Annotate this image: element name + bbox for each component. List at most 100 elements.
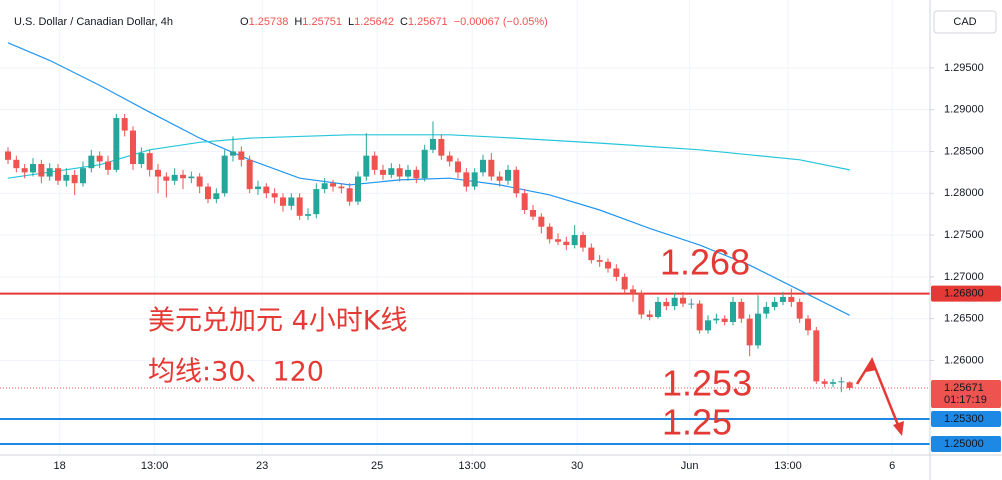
candle-body bbox=[288, 197, 295, 206]
candle-body bbox=[138, 153, 145, 165]
candle-body bbox=[346, 188, 353, 202]
candle-body bbox=[763, 306, 770, 314]
candle-body bbox=[780, 296, 786, 302]
candle-body bbox=[655, 301, 661, 317]
candle-body bbox=[338, 186, 345, 189]
candle-body bbox=[838, 381, 845, 383]
candle-body bbox=[805, 318, 811, 331]
candle-body bbox=[505, 169, 511, 181]
candle-body bbox=[463, 172, 470, 187]
currency[interactable]: CAD bbox=[953, 16, 976, 28]
candle-body bbox=[513, 169, 520, 194]
candle-body bbox=[280, 197, 286, 206]
candle-body bbox=[30, 164, 36, 173]
y-tick-label: 1.28000 bbox=[944, 187, 984, 199]
candle-body bbox=[680, 297, 686, 304]
candle-body bbox=[188, 176, 195, 179]
candle-body bbox=[180, 174, 186, 179]
candle-body bbox=[21, 168, 28, 173]
candle-body bbox=[713, 318, 720, 321]
candle-body bbox=[771, 301, 778, 307]
candle-body bbox=[696, 303, 703, 331]
currency-box[interactable] bbox=[933, 10, 997, 34]
candle-body bbox=[555, 239, 561, 242]
candle-body bbox=[596, 260, 603, 262]
candle-body bbox=[671, 297, 678, 307]
annotation: 美元兑加元 4小时K线 bbox=[148, 306, 407, 337]
level-label: 1.26800 bbox=[944, 287, 984, 299]
candle-body bbox=[246, 159, 253, 190]
candle-body bbox=[813, 330, 820, 382]
candle-body bbox=[755, 313, 761, 346]
candle-body bbox=[296, 197, 303, 216]
change: −0.00067 (−0.05%) bbox=[454, 16, 548, 28]
candle-body bbox=[63, 174, 70, 181]
candle-body bbox=[130, 130, 136, 165]
y-tick-label: 1.27500 bbox=[944, 229, 984, 241]
level-label-box bbox=[931, 285, 1001, 302]
candle-body bbox=[738, 301, 745, 319]
candle-body bbox=[355, 176, 361, 202]
candle-body bbox=[71, 174, 78, 184]
last-price-box bbox=[931, 379, 1001, 408]
candle-body bbox=[80, 168, 86, 184]
ohlc-key: O bbox=[240, 16, 249, 28]
candle-body bbox=[388, 168, 395, 175]
candle-body bbox=[488, 159, 495, 177]
candle-body bbox=[330, 183, 336, 187]
candle-body bbox=[230, 151, 236, 156]
candle-body bbox=[163, 176, 170, 181]
annotation: 1.253 bbox=[662, 363, 752, 404]
annotation: 1.268 bbox=[660, 242, 750, 283]
x-tick-label: 25 bbox=[371, 460, 383, 472]
candle-body bbox=[796, 301, 803, 319]
candle-body bbox=[630, 289, 636, 294]
candle-body bbox=[413, 169, 420, 179]
candle-body bbox=[530, 209, 536, 217]
grid bbox=[0, 0, 930, 455]
y-tick-label: 1.26000 bbox=[944, 354, 984, 366]
candle-body bbox=[788, 296, 795, 302]
x-tick-label: 13:00 bbox=[458, 460, 486, 472]
candle-body bbox=[196, 176, 203, 187]
y-tick-label: 1.29500 bbox=[944, 62, 984, 74]
candle-body bbox=[121, 118, 128, 131]
countdown: 01:17:19 bbox=[944, 394, 987, 406]
annotation: 均线:30、120 bbox=[148, 357, 324, 388]
y-tick-label: 1.27000 bbox=[944, 271, 984, 283]
candle-body bbox=[96, 155, 103, 162]
level-label: 1.25000 bbox=[944, 438, 984, 450]
x-tick-label: 13:00 bbox=[141, 460, 169, 472]
x-tick-label: Jun bbox=[681, 460, 699, 472]
x-tick-label: 13:00 bbox=[774, 460, 802, 472]
last-price-label: 1.25671 bbox=[944, 382, 984, 394]
candle-body bbox=[88, 155, 95, 169]
candle-body bbox=[471, 172, 478, 187]
candle-body bbox=[105, 161, 111, 170]
candle-body bbox=[705, 320, 711, 331]
ohlc-legend: O1.25738 H1.25751 L1.25642 C1.25671 −0.00067… bbox=[240, 16, 548, 28]
candle-body bbox=[821, 381, 828, 384]
candle-body bbox=[221, 155, 228, 194]
candle-body bbox=[846, 382, 853, 388]
ohlc-value: 1.25642 bbox=[354, 16, 394, 28]
annotation: 1.25 bbox=[662, 402, 732, 443]
candle-body bbox=[663, 301, 670, 307]
level-label: 1.25300 bbox=[944, 413, 984, 425]
candle-body bbox=[730, 301, 736, 322]
candle-body bbox=[496, 176, 503, 181]
x-tick-label: 23 bbox=[256, 460, 268, 472]
candle-body bbox=[5, 151, 11, 160]
candle-body bbox=[271, 193, 278, 198]
candle-body bbox=[255, 186, 261, 190]
candle-body bbox=[38, 164, 45, 177]
candle-body bbox=[205, 186, 211, 200]
candle-body bbox=[438, 138, 445, 156]
candle-body bbox=[480, 159, 486, 173]
ohlc-value: 1.25738 bbox=[249, 16, 289, 28]
candle-body bbox=[238, 151, 245, 160]
candle-body bbox=[588, 247, 595, 261]
ohlc-key: C bbox=[400, 16, 408, 28]
candle-body bbox=[313, 189, 320, 215]
candle-body bbox=[171, 174, 178, 181]
